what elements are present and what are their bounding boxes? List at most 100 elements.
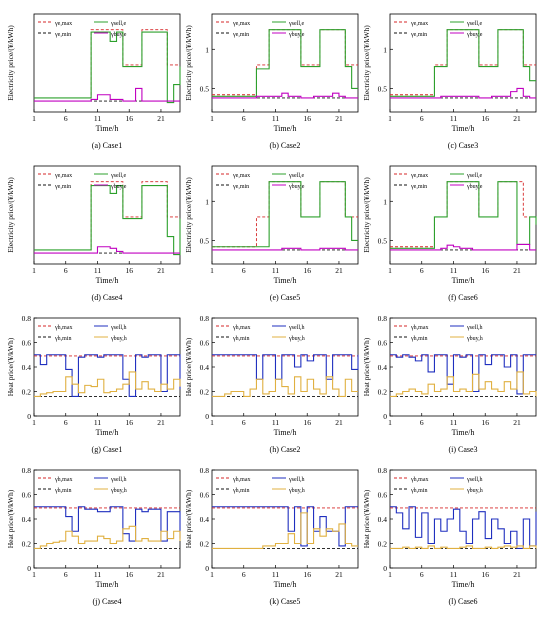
y-tick-label: 0.8	[378, 314, 388, 323]
y-tick-label: 1	[205, 197, 209, 206]
legend-label: γh,max	[410, 325, 428, 331]
series-sell-line	[212, 29, 358, 97]
y-tick-label: 1	[383, 197, 387, 206]
x-tick-label: 1	[32, 418, 36, 427]
legend-label: γbuy,h	[466, 488, 483, 494]
x-axis-label: Time/h	[96, 124, 119, 133]
x-tick-label: 11	[450, 418, 457, 427]
series-max-line	[34, 181, 180, 251]
x-tick-label: 6	[420, 418, 424, 427]
series-sell-line	[390, 354, 536, 395]
y-axis-label: Heat price/(¥/kWh)	[362, 489, 371, 548]
x-axis-label: Time/h	[452, 276, 475, 285]
y-tick-label: 1	[205, 45, 209, 54]
x-tick-label: 16	[481, 114, 489, 123]
y-tick-label: 0.5	[378, 236, 388, 245]
x-tick-label: 16	[303, 570, 311, 579]
panel-caption: (b) Case2	[270, 141, 301, 150]
y-tick-label: 0	[27, 564, 31, 573]
plot-frame	[211, 469, 359, 569]
x-axis-label: Time/h	[274, 276, 297, 285]
panel-caption: (i) Case3	[448, 445, 477, 454]
series-max-line	[390, 181, 536, 248]
series-sell-line	[390, 506, 537, 549]
x-tick-label: 21	[157, 570, 165, 579]
panel-caption: (a) Case1	[92, 141, 122, 150]
y-tick-label: 0.5	[200, 84, 210, 93]
legend-label: γh,min	[54, 336, 72, 342]
y-tick-label: 0.5	[378, 84, 388, 93]
legend-label: γe,max	[410, 21, 428, 27]
legend-label: γsell,e	[466, 21, 482, 27]
series-sell-line	[212, 354, 359, 380]
y-tick-label: 0.6	[22, 491, 32, 500]
legend-label: γsell,h	[466, 477, 482, 483]
y-axis-label: Heat price/(¥/kWh)	[6, 337, 15, 396]
series-sell-line	[34, 185, 181, 256]
y-axis-label: Heat price/(¥/kWh)	[362, 337, 371, 396]
x-tick-label: 11	[94, 266, 101, 275]
x-tick-label: 6	[420, 114, 424, 123]
legend-label: γbuy,e	[288, 184, 305, 190]
x-tick-label: 6	[420, 570, 424, 579]
series-max-line	[212, 181, 358, 248]
x-tick-label: 21	[513, 418, 521, 427]
x-tick-label: 21	[157, 266, 165, 275]
y-tick-label: 0.4	[22, 515, 32, 524]
series-buy-line	[390, 371, 537, 397]
y-tick-label: 0.2	[200, 540, 210, 549]
y-axis-label: Electricity price/(¥/kWh)	[362, 25, 371, 101]
legend-label: γh,min	[410, 336, 428, 342]
x-tick-label: 6	[242, 570, 246, 579]
x-tick-label: 21	[157, 418, 165, 427]
legend-label: γbuy,h	[288, 336, 305, 342]
x-axis-label: Time/h	[96, 580, 119, 589]
plot-frame	[389, 13, 537, 113]
x-tick-label: 16	[303, 114, 311, 123]
panel-caption: (c) Case3	[448, 141, 478, 150]
series-buy-line	[212, 247, 358, 251]
y-tick-label: 0.2	[22, 540, 32, 549]
legend-label: γh,max	[54, 477, 72, 483]
legend-label: γbuy,h	[110, 488, 127, 494]
legend-label: γe,max	[232, 21, 250, 27]
legend-label: γh,max	[410, 477, 428, 483]
x-axis-label: Time/h	[274, 428, 297, 437]
x-tick-label: 16	[303, 418, 311, 427]
series-buy-line	[34, 87, 180, 102]
x-tick-label: 11	[94, 418, 101, 427]
legend-label: γe,max	[54, 173, 72, 179]
y-tick-label: 0.6	[200, 491, 210, 500]
x-tick-label: 16	[125, 266, 133, 275]
series-buy-line	[212, 376, 358, 397]
x-tick-label: 11	[272, 114, 279, 123]
x-tick-label: 1	[388, 570, 392, 579]
x-tick-label: 1	[210, 570, 214, 579]
legend-label: γbuy,e	[466, 184, 483, 190]
x-tick-label: 21	[335, 114, 343, 123]
y-tick-label: 1	[383, 45, 387, 54]
panel-caption: (g) Case1	[92, 445, 123, 454]
x-tick-label: 1	[388, 266, 392, 275]
x-tick-label: 21	[513, 266, 521, 275]
y-tick-label: 0	[383, 564, 387, 573]
y-axis-label: Electricity price/(¥/kWh)	[184, 25, 193, 101]
y-tick-label: 0.5	[200, 236, 210, 245]
x-tick-label: 1	[210, 418, 214, 427]
x-axis-label: Time/h	[96, 428, 119, 437]
x-tick-label: 6	[64, 570, 68, 579]
series-sell-line	[212, 181, 358, 248]
legend-label: γe,min	[54, 184, 71, 190]
panel-caption: (l) Case6	[448, 597, 477, 606]
series-sell-line	[34, 31, 181, 104]
plot-frame	[33, 165, 181, 265]
series-buy-line	[390, 243, 536, 251]
series-sell-line	[390, 181, 537, 249]
y-tick-label: 0.8	[378, 466, 388, 475]
x-axis-label: Time/h	[274, 580, 297, 589]
x-tick-label: 11	[94, 570, 101, 579]
